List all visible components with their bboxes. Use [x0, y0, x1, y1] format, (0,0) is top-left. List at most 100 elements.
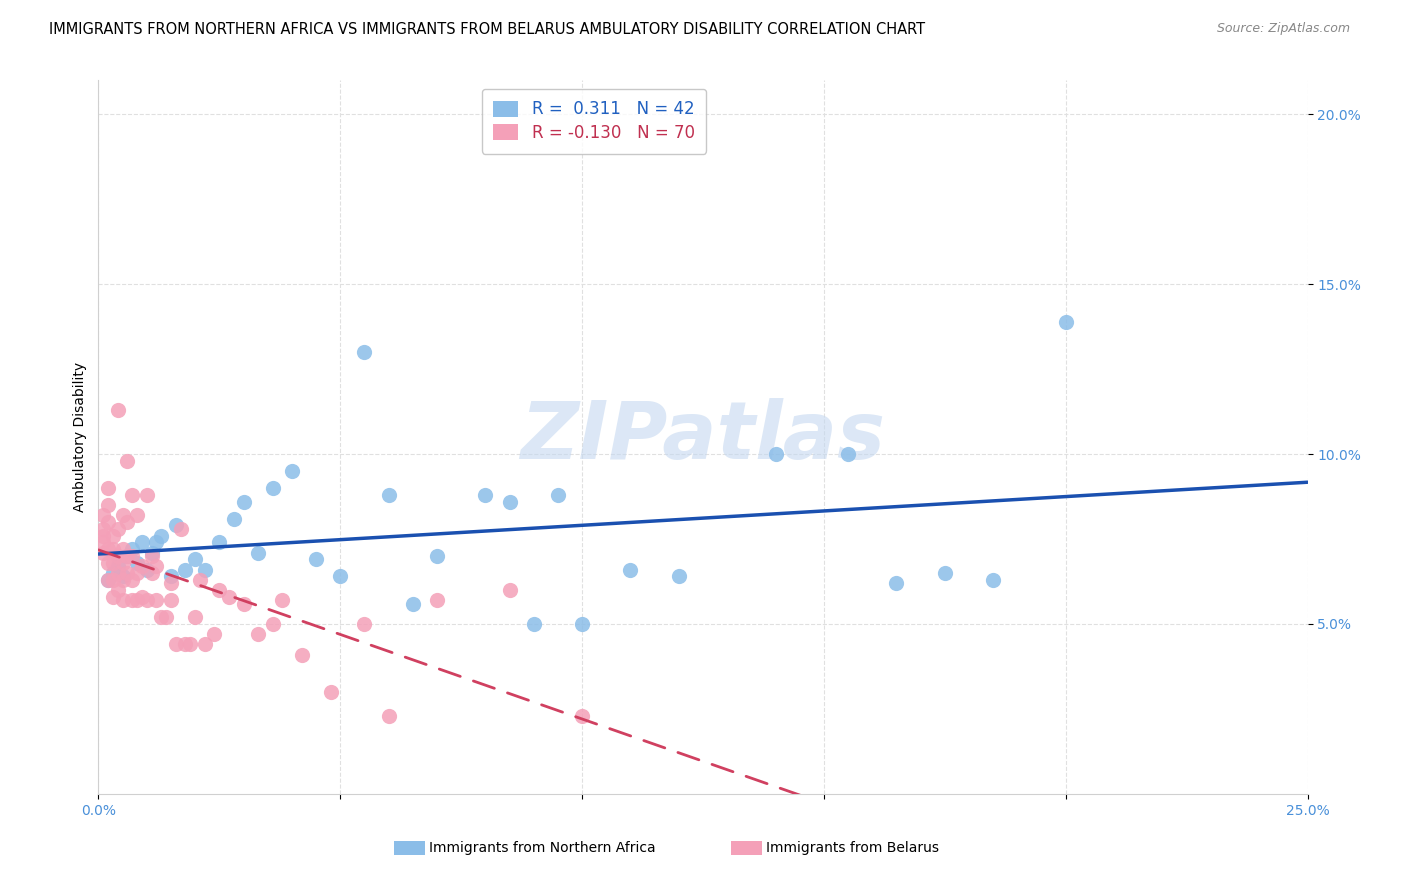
- Point: [121, 488, 143, 502]
- Point: [97, 481, 120, 495]
- Point: [353, 617, 375, 632]
- Point: [262, 617, 284, 632]
- Point: [131, 535, 153, 549]
- Point: [426, 549, 449, 563]
- Point: [377, 708, 399, 723]
- Point: [208, 582, 231, 597]
- Point: [121, 573, 143, 587]
- Point: [218, 590, 240, 604]
- Point: [117, 549, 139, 563]
- Point: [91, 522, 114, 536]
- Point: [121, 549, 143, 563]
- Point: [145, 535, 167, 549]
- Text: ZIPatlas: ZIPatlas: [520, 398, 886, 476]
- Point: [107, 566, 129, 580]
- Point: [97, 573, 120, 587]
- Point: [194, 563, 217, 577]
- Point: [184, 610, 207, 624]
- Point: [141, 566, 163, 580]
- Point: [97, 498, 120, 512]
- Point: [91, 508, 114, 523]
- Text: Immigrants from Belarus: Immigrants from Belarus: [766, 841, 939, 855]
- Point: [97, 573, 120, 587]
- Point: [474, 488, 496, 502]
- Point: [101, 590, 124, 604]
- Point: [165, 637, 187, 651]
- Text: Source: ZipAtlas.com: Source: ZipAtlas.com: [1216, 22, 1350, 36]
- Point: [305, 552, 328, 566]
- Point: [329, 569, 352, 583]
- Point: [319, 685, 342, 699]
- Point: [668, 569, 690, 583]
- Point: [91, 528, 114, 542]
- Point: [247, 546, 270, 560]
- Point: [160, 569, 183, 583]
- Point: [145, 593, 167, 607]
- Point: [160, 593, 183, 607]
- Point: [107, 582, 129, 597]
- Point: [141, 549, 163, 563]
- Point: [271, 593, 294, 607]
- Point: [127, 566, 149, 580]
- Text: Immigrants from Northern Africa: Immigrants from Northern Africa: [429, 841, 655, 855]
- Point: [523, 617, 546, 632]
- Point: [97, 542, 120, 557]
- Point: [117, 549, 139, 563]
- Point: [145, 559, 167, 574]
- Point: [101, 542, 124, 557]
- Point: [160, 576, 183, 591]
- Point: [121, 542, 143, 557]
- Point: [117, 454, 139, 468]
- Point: [127, 556, 149, 570]
- Point: [101, 566, 124, 580]
- Point: [247, 627, 270, 641]
- Point: [169, 522, 191, 536]
- Point: [262, 481, 284, 495]
- Point: [498, 582, 520, 597]
- Point: [150, 610, 173, 624]
- Point: [111, 542, 134, 557]
- Point: [498, 494, 520, 508]
- Point: [619, 563, 641, 577]
- Point: [117, 515, 139, 529]
- Point: [101, 528, 124, 542]
- Point: [232, 597, 254, 611]
- Point: [547, 488, 569, 502]
- Point: [1054, 314, 1077, 328]
- Point: [101, 573, 124, 587]
- Point: [208, 535, 231, 549]
- Point: [141, 546, 163, 560]
- Point: [232, 494, 254, 508]
- Point: [571, 708, 593, 723]
- Point: [188, 573, 211, 587]
- Point: [981, 573, 1004, 587]
- Point: [111, 508, 134, 523]
- Point: [571, 617, 593, 632]
- Point: [91, 535, 114, 549]
- Point: [184, 552, 207, 566]
- Point: [426, 593, 449, 607]
- Point: [97, 515, 120, 529]
- Point: [353, 345, 375, 359]
- Point: [117, 566, 139, 580]
- Point: [91, 546, 114, 560]
- Point: [111, 569, 134, 583]
- Text: IMMIGRANTS FROM NORTHERN AFRICA VS IMMIGRANTS FROM BELARUS AMBULATORY DISABILITY: IMMIGRANTS FROM NORTHERN AFRICA VS IMMIG…: [49, 22, 925, 37]
- Point: [135, 488, 157, 502]
- Point: [179, 637, 201, 651]
- Point: [155, 610, 177, 624]
- Point: [222, 511, 245, 525]
- Point: [934, 566, 956, 580]
- Point: [837, 447, 859, 461]
- Point: [111, 593, 134, 607]
- Y-axis label: Ambulatory Disability: Ambulatory Disability: [73, 362, 87, 512]
- Point: [107, 559, 129, 574]
- Point: [174, 563, 197, 577]
- Point: [107, 522, 129, 536]
- Point: [111, 556, 134, 570]
- Point: [121, 593, 143, 607]
- Point: [765, 447, 787, 461]
- Point: [111, 573, 134, 587]
- Point: [107, 549, 129, 563]
- Point: [101, 556, 124, 570]
